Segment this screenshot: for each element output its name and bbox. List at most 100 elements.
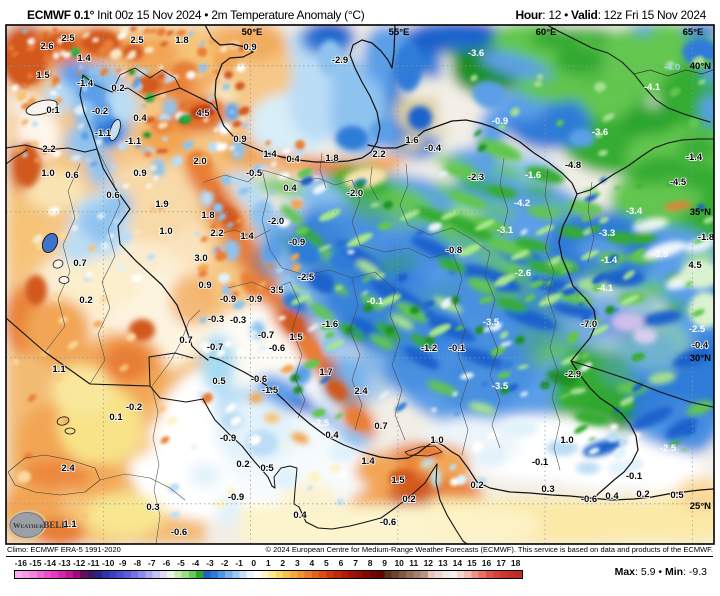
svg-text:1.8: 1.8: [201, 210, 214, 221]
svg-text:-0.2: -0.2: [92, 106, 108, 117]
svg-text:-0.4: -0.4: [425, 143, 442, 154]
svg-text:2.5: 2.5: [130, 35, 144, 46]
svg-text:1.4: 1.4: [263, 149, 277, 160]
svg-text:-3.5: -3.5: [483, 317, 500, 328]
svg-text:-0.1: -0.1: [532, 457, 549, 468]
svg-text:-0.9: -0.9: [289, 237, 305, 248]
svg-text:-4.2: -4.2: [514, 198, 530, 209]
svg-text:2.2: 2.2: [210, 228, 223, 239]
svg-text:-3.1: -3.1: [497, 225, 514, 236]
svg-text:-3.3: -3.3: [599, 228, 615, 239]
svg-text:-0.6: -0.6: [380, 517, 396, 528]
svg-text:1.1: 1.1: [52, 364, 66, 375]
svg-text:-0.1: -0.1: [449, 343, 466, 354]
svg-text:0.2: 0.2: [79, 295, 92, 306]
svg-text:2.4: 2.4: [354, 386, 368, 397]
svg-text:3.0: 3.0: [194, 253, 207, 264]
svg-text:1.6: 1.6: [405, 135, 418, 146]
svg-text:0.9: 0.9: [198, 280, 211, 291]
svg-text:-0.1: -0.1: [626, 471, 643, 482]
svg-text:-1.4: -1.4: [601, 255, 618, 266]
svg-text:1.4: 1.4: [77, 53, 91, 64]
svg-text:1.9: 1.9: [155, 199, 168, 210]
svg-text:0.4: 0.4: [133, 113, 147, 124]
svg-text:30°N: 30°N: [690, 353, 711, 364]
svg-text:3.5: 3.5: [270, 285, 284, 296]
svg-text:0.2: 0.2: [111, 83, 124, 94]
svg-text:2.5: 2.5: [61, 33, 75, 44]
svg-text:0.5: 0.5: [260, 463, 274, 474]
svg-text:0.4: 0.4: [283, 183, 297, 194]
svg-text:-1.1: -1.1: [95, 128, 112, 139]
svg-text:0.2: 0.2: [636, 489, 649, 500]
svg-text:-0.3: -0.3: [230, 315, 246, 326]
svg-text:0.3: 0.3: [146, 502, 159, 513]
svg-text:-0.6: -0.6: [269, 343, 285, 354]
svg-text:-0.7: -0.7: [258, 330, 274, 341]
svg-text:-4.1: -4.1: [597, 283, 614, 294]
svg-text:-0.1: -0.1: [367, 296, 384, 307]
svg-text:0.6: 0.6: [106, 190, 119, 201]
svg-text:1.8: 1.8: [325, 153, 338, 164]
svg-text:2.2: 2.2: [372, 149, 385, 160]
svg-text:1.4: 1.4: [240, 231, 254, 242]
svg-text:-2.5: -2.5: [313, 418, 330, 429]
svg-text:-3.4: -3.4: [626, 206, 643, 217]
svg-text:-4.0: -4.0: [664, 62, 680, 73]
svg-text:0.4: 0.4: [325, 430, 339, 441]
svg-text:1.0: 1.0: [41, 168, 54, 179]
svg-text:-2.9: -2.9: [332, 55, 348, 66]
svg-text:2.6: 2.6: [40, 41, 53, 52]
svg-text:-0.4: -0.4: [692, 340, 709, 351]
svg-text:1.5: 1.5: [391, 475, 405, 486]
svg-text:0.4: 0.4: [605, 491, 619, 502]
svg-text:-2.5: -2.5: [660, 443, 677, 454]
svg-text:-0.2: -0.2: [126, 402, 142, 413]
svg-text:-2.3: -2.3: [468, 172, 484, 183]
svg-text:1.5: 1.5: [36, 70, 50, 81]
svg-text:-0.3: -0.3: [208, 314, 224, 325]
svg-text:-0.9: -0.9: [220, 433, 236, 444]
svg-text:-0.6: -0.6: [251, 374, 267, 385]
svg-text:WEATHERBELL: WEATHERBELL: [13, 520, 67, 530]
svg-text:-0.9: -0.9: [492, 116, 508, 127]
svg-text:0.1: 0.1: [46, 105, 60, 116]
svg-text:0.9: 0.9: [243, 42, 256, 53]
svg-text:-1.4: -1.4: [77, 78, 94, 89]
svg-text:-1.2: -1.2: [421, 343, 437, 354]
svg-text:-1.8: -1.8: [698, 232, 714, 243]
svg-text:50°E: 50°E: [242, 27, 263, 38]
svg-text:0.2: 0.2: [470, 480, 483, 491]
svg-text:4.5: 4.5: [196, 108, 210, 119]
svg-text:2.2: 2.2: [42, 144, 55, 155]
svg-text:-0.9: -0.9: [228, 492, 244, 503]
svg-text:-0.5: -0.5: [246, 168, 263, 179]
svg-text:-3.5: -3.5: [652, 249, 669, 260]
svg-text:25°N: 25°N: [690, 501, 711, 512]
svg-text:0.2: 0.2: [236, 459, 249, 470]
svg-text:2.0: 2.0: [193, 156, 206, 167]
svg-text:-0.6: -0.6: [581, 494, 597, 505]
svg-text:-0.7: -0.7: [207, 342, 223, 353]
svg-text:0.7: 0.7: [374, 421, 387, 432]
svg-text:-3.5: -3.5: [492, 381, 509, 392]
svg-text:0.5: 0.5: [670, 490, 684, 501]
svg-text:-0.9: -0.9: [246, 294, 262, 305]
svg-text:0.4: 0.4: [286, 154, 300, 165]
svg-text:-2.6: -2.6: [515, 268, 531, 279]
svg-text:-4.1: -4.1: [644, 82, 661, 93]
svg-text:-0.8: -0.8: [446, 245, 462, 256]
svg-text:-4.5: -4.5: [670, 177, 687, 188]
svg-text:1.0: 1.0: [159, 226, 172, 237]
svg-text:-1.6: -1.6: [322, 319, 338, 330]
svg-text:-2.0: -2.0: [268, 216, 284, 227]
svg-text:-2.5: -2.5: [298, 272, 315, 283]
svg-text:0.4: 0.4: [293, 510, 307, 521]
svg-text:0.2: 0.2: [402, 494, 415, 505]
svg-text:-0.6: -0.6: [171, 527, 187, 538]
svg-text:4.5: 4.5: [688, 260, 702, 271]
svg-text:-1.5: -1.5: [262, 385, 279, 396]
svg-text:-1.1: -1.1: [125, 136, 142, 147]
svg-text:1.1: 1.1: [63, 519, 77, 530]
svg-text:0.9: 0.9: [233, 134, 246, 145]
